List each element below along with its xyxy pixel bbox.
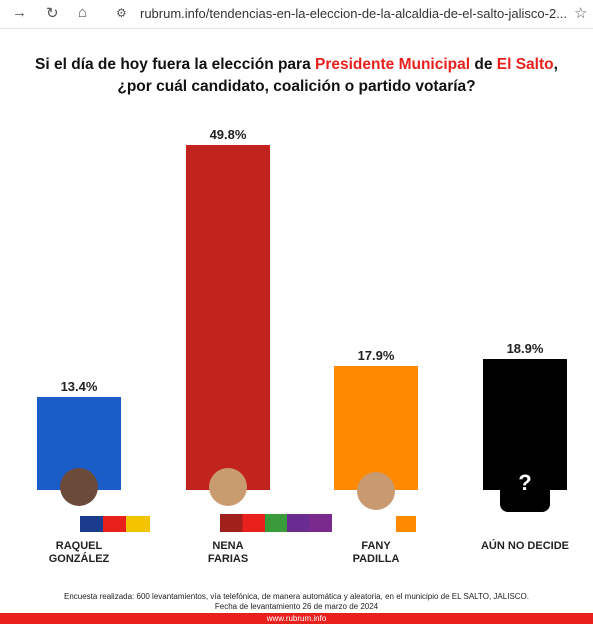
candidate-photo xyxy=(209,468,247,506)
value-label: 49.8% xyxy=(209,126,247,142)
back-button[interactable]: → xyxy=(12,4,27,21)
party-logos xyxy=(80,516,150,532)
title-part: Presidente Municipal xyxy=(315,56,471,73)
footnote: Fecha de levantamiento 26 de marzo de 20… xyxy=(214,602,379,611)
bar xyxy=(186,144,270,490)
party-logo xyxy=(396,516,416,532)
unknown-icon: ? xyxy=(500,470,550,512)
subtitle: ¿por cuál candidato, coalición o partido… xyxy=(117,78,476,95)
website: www.rubrum.info xyxy=(0,613,593,624)
party-logos xyxy=(220,514,332,532)
candidate-photo xyxy=(357,472,395,510)
bookmark[interactable]: ☆ xyxy=(574,5,588,22)
title-part: El Salto xyxy=(496,56,554,73)
reload-button[interactable]: ↻ xyxy=(46,5,59,22)
candidate-photo xyxy=(60,468,98,506)
title: Si el día de hoy fuera la elección para … xyxy=(0,56,593,74)
value-label: 13.4% xyxy=(60,379,98,395)
title-part: , xyxy=(553,56,558,73)
url[interactable]: rubrum.info/tendencias-en-la-eleccion-de… xyxy=(140,6,568,21)
footnote: Encuesta realizada: 600 levantamientos, … xyxy=(64,592,529,601)
value-label: 17.9% xyxy=(357,347,395,363)
category-label: FANY PADILLA xyxy=(352,540,400,565)
bar xyxy=(334,365,418,490)
category-label: AÚN NO DECIDE xyxy=(480,540,569,552)
site-info[interactable]: ⚙ xyxy=(116,6,127,20)
category-label: NENA FARIAS xyxy=(207,540,249,565)
category-label: RAQUEL GONZÁLEZ xyxy=(48,540,110,565)
title-part: Si el día de hoy fuera la elección para xyxy=(35,56,316,73)
home-button[interactable]: ⌂ xyxy=(78,4,88,21)
value-label: 18.9% xyxy=(506,341,544,357)
bar xyxy=(483,359,567,490)
browser-bar: → ↻ ⌂ ⚙ rubrum.info/tendencias-en-la-ele… xyxy=(0,0,593,29)
title-part: de xyxy=(470,56,497,73)
